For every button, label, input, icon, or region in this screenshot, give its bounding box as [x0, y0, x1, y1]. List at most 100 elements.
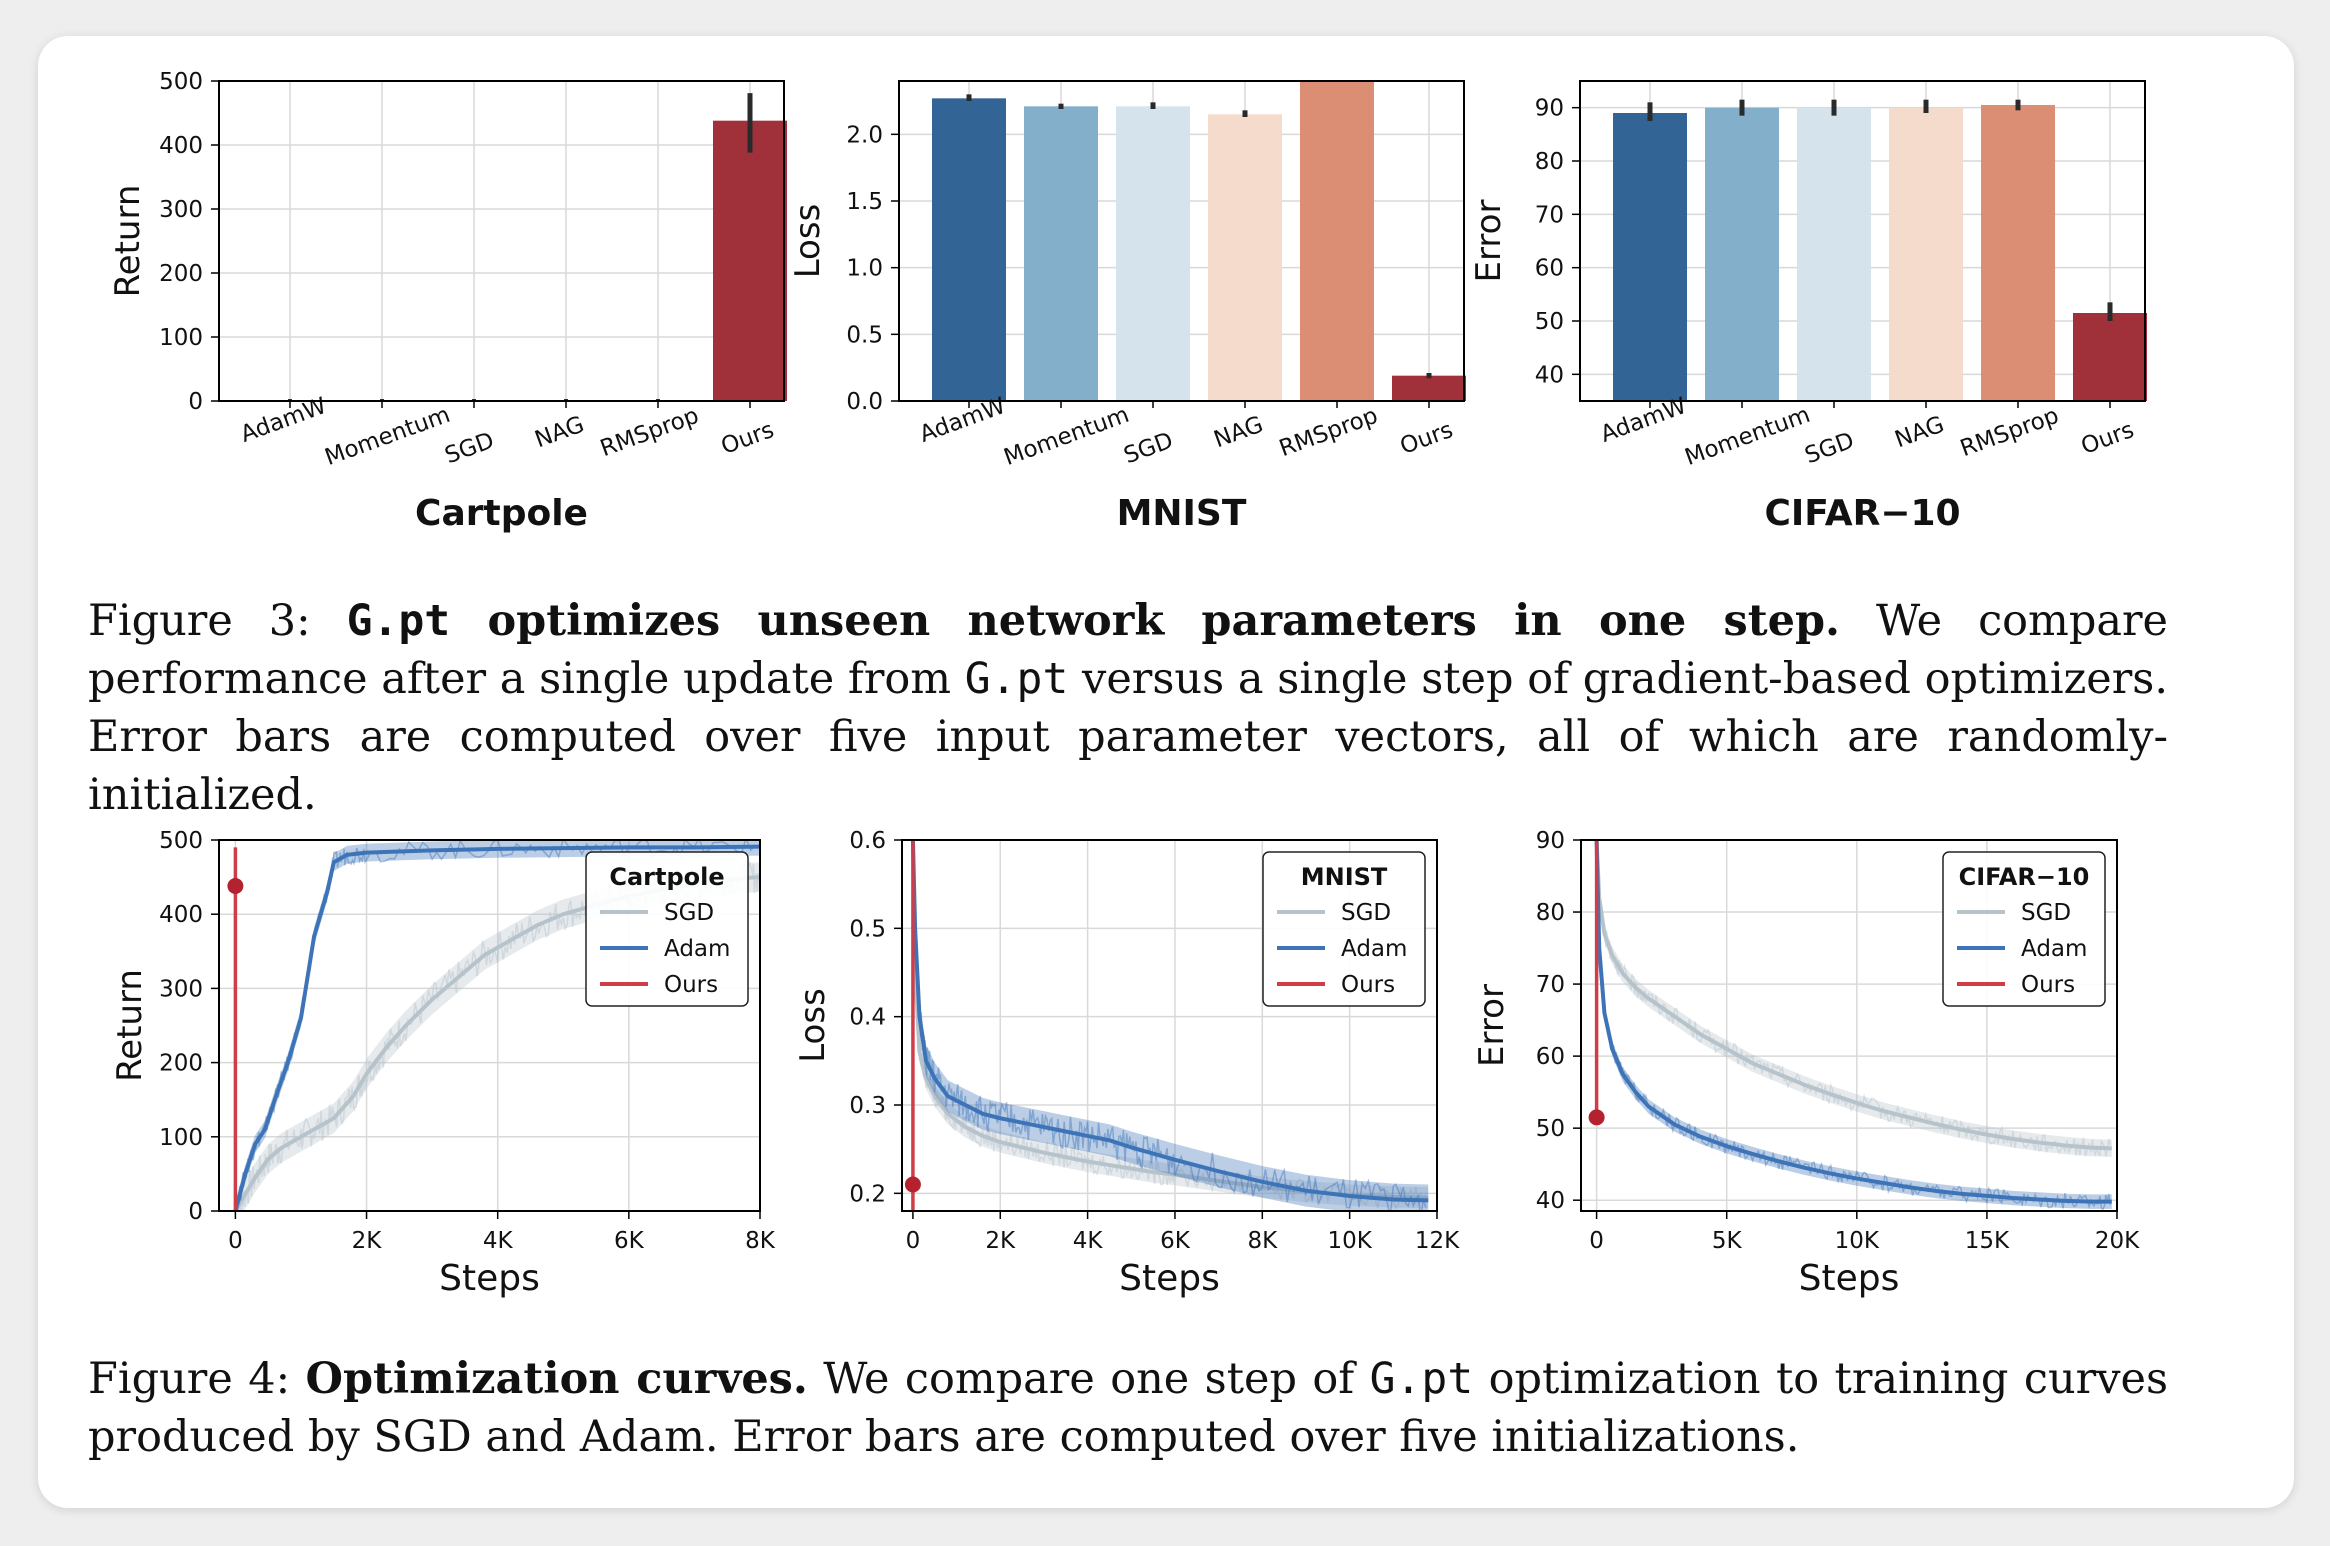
y-tick-label: 80: [1535, 149, 1564, 175]
plot-frame: [218, 839, 761, 1212]
bar-ours: [1392, 375, 1466, 401]
x-tick-label: 12K: [1415, 1228, 1460, 1254]
y-tick-label: 200: [159, 1051, 203, 1077]
category-label: RMSprop: [597, 403, 702, 463]
bar-sgd: [1116, 106, 1190, 401]
bar-nag: [1889, 107, 1963, 402]
y-tick-label: 50: [1535, 309, 1564, 335]
legend-label-ours: Ours: [664, 972, 718, 998]
bar-momentum: [1024, 106, 1098, 401]
legend-title: CIFAR−10: [1959, 863, 2090, 891]
y-axis-label: Loss: [793, 988, 833, 1063]
y-tick-label: 0: [188, 1199, 203, 1225]
plot-area: [1588, 840, 2112, 1211]
x-tick-label: 0: [906, 1228, 921, 1254]
category-label: SGD: [1802, 428, 1858, 470]
legend-title: Cartpole: [609, 863, 724, 891]
y-tick-label: 300: [159, 197, 203, 223]
plot-frame: [898, 80, 1465, 402]
x-tick-label: 0: [228, 1228, 243, 1254]
y-tick-label: 60: [1535, 256, 1564, 282]
y-tick-label: 0.6: [849, 828, 886, 854]
y-tick-label: 0: [188, 389, 203, 415]
y-tick-label: 50: [1536, 1116, 1565, 1142]
fig4-caption-text1: We compare one step of: [807, 1354, 1370, 1404]
bar-adamw: [932, 98, 1006, 401]
y-tick-label: 70: [1536, 972, 1565, 998]
category-label: NAG: [1210, 412, 1266, 454]
y-tick-label: 1.0: [846, 256, 883, 282]
y-tick-label: 40: [1535, 362, 1564, 388]
sgd-line: [1594, 840, 2112, 1151]
y-tick-label: 40: [1536, 1188, 1565, 1214]
category-label: SGD: [1121, 428, 1177, 470]
plot-area: [904, 840, 1429, 1211]
y-tick-label: 0.3: [849, 1093, 886, 1119]
fig3-caption-text1: We compare performance after a single up…: [88, 596, 2169, 704]
bar-momentum: [1705, 107, 1779, 402]
bar-rmsprop: [1300, 81, 1374, 401]
line-chart-1: 0.2 0.3 0.4 0.5 0.6 0 2K 4K 6K 8K 10K 12K Steps Loss M…: [793, 828, 1460, 1299]
y-tick-label: 100: [159, 325, 203, 351]
bar-nag: [1208, 114, 1282, 401]
category-label: NAG: [1891, 412, 1947, 454]
x-tick-label: 6K: [614, 1228, 645, 1254]
y-tick-label: 1.5: [846, 189, 883, 215]
y-tick-label: 70: [1535, 202, 1564, 228]
sgd-band: [1596, 840, 2112, 1157]
y-axis-label: Error: [1472, 984, 1512, 1067]
x-tick-label: 6K: [1160, 1228, 1191, 1254]
bar-sgd: [1797, 107, 1871, 402]
x-axis-label: Steps: [1799, 1258, 1900, 1299]
line-chart-2: 40 50 60 70 80 90 0 5K 10K 15K 20K Steps Error CIFAR−…: [1472, 828, 2140, 1299]
y-tick-label: 300: [159, 976, 203, 1002]
category-label: Momentum: [1001, 402, 1133, 471]
category-label: Momentum: [322, 402, 454, 471]
y-axis-label: Loss: [788, 204, 828, 279]
category-label: Ours: [1397, 417, 1457, 460]
y-tick-label: 400: [159, 133, 203, 159]
legend-label-sgd: SGD: [1341, 900, 1391, 926]
y-tick-label: 90: [1535, 96, 1564, 122]
fig3-caption-code: G.pt: [964, 654, 1069, 704]
legend-label-sgd: SGD: [2021, 900, 2071, 926]
category-label: RMSprop: [1957, 403, 2062, 463]
fig3-title-rest: optimizes unseen network parameters in o…: [450, 596, 1840, 646]
plot-frame: [218, 80, 785, 402]
y-tick-label: 0.5: [849, 916, 886, 942]
y-tick-label: 0.4: [849, 1005, 886, 1031]
y-tick-label: 500: [159, 69, 203, 95]
legend-title: MNIST: [1301, 863, 1388, 891]
legend-label-adam: Adam: [1341, 936, 1407, 962]
x-tick-label: 4K: [1073, 1228, 1104, 1254]
y-axis-label: Return: [110, 969, 150, 1082]
y-axis-label: Error: [1469, 200, 1509, 283]
ours-point: [904, 1176, 921, 1193]
x-tick-label: 5K: [1712, 1228, 1743, 1254]
fig3-caption-title: G.pt optimizes unseen network parameters…: [347, 596, 1840, 646]
plot-frame: [1580, 839, 2118, 1212]
x-tick-label: 2K: [352, 1228, 383, 1254]
legend: MNIST SGD Adam Ours: [1262, 851, 1426, 1007]
sgd-line: [910, 840, 1429, 1200]
y-tick-label: 0.0: [846, 389, 883, 415]
adam-line: [233, 844, 760, 1211]
category-label: RMSprop: [1276, 403, 1381, 463]
y-tick-label: 500: [159, 828, 203, 854]
figure3-caption: Figure 3: G.pt optimizes unseen network …: [88, 592, 2168, 824]
legend-label-ours: Ours: [1341, 972, 1395, 998]
fig4-caption-code: G.pt: [1369, 1354, 1474, 1404]
ours-point: [227, 878, 244, 895]
category-label: Momentum: [1682, 402, 1814, 471]
x-tick-label: 0: [1589, 1228, 1604, 1254]
x-tick-label: 20K: [2095, 1228, 2140, 1254]
category-label: SGD: [442, 428, 498, 470]
x-axis-label: Steps: [1119, 1258, 1220, 1299]
fig4-caption-text2: optimization to training curves produced…: [88, 1354, 2169, 1462]
legend-label-sgd: SGD: [664, 900, 714, 926]
x-tick-label: 8K: [745, 1228, 776, 1254]
x-tick-label: 15K: [1965, 1228, 2010, 1254]
y-tick-label: 90: [1536, 828, 1565, 854]
